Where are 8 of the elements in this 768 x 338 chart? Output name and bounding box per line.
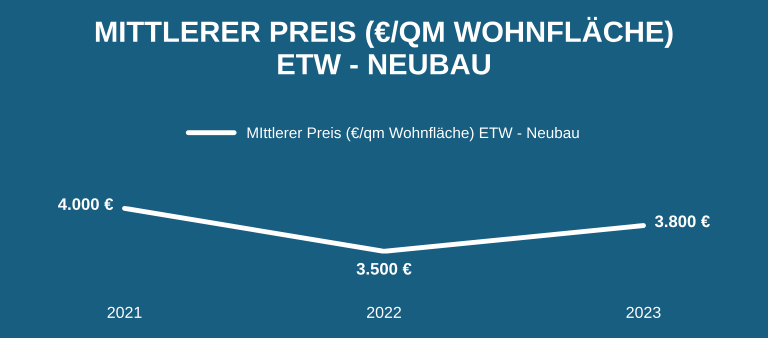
- legend-label: MIttlerer Preis (€/qm Wohnfläche) ETW - Neubau: [248, 126, 579, 142]
- chart-title: MITTLERER PREIS (€/QM WOHNFLÄCHE) ETW - NEUBAU: [96, 16, 673, 75]
- data-label: 3.500 €: [356, 262, 412, 275]
- x-tick-label: 2023: [626, 306, 661, 318]
- data-label: 3.800 €: [654, 215, 710, 228]
- x-tick-label: 2022: [367, 306, 401, 318]
- data-label: 4.000 €: [58, 198, 114, 210]
- x-tick-label: 2021: [108, 306, 142, 318]
